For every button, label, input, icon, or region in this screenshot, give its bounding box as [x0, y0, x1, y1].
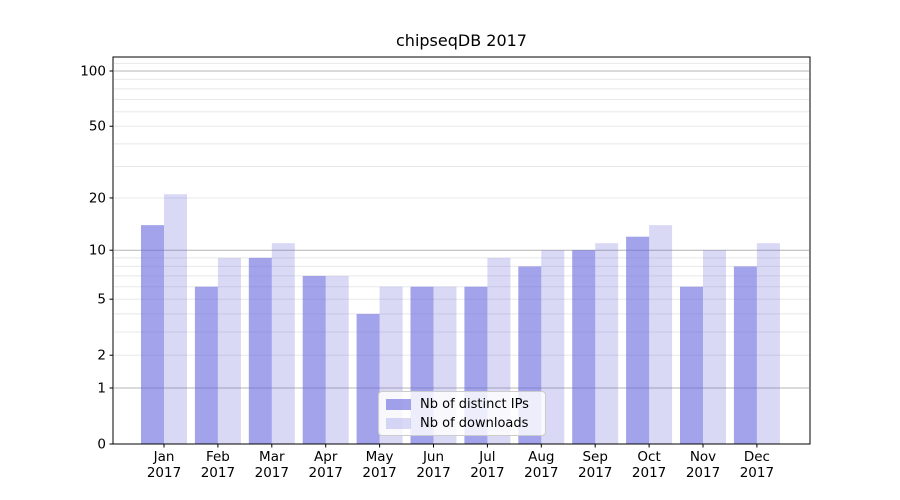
x-tick-label: Jul 2017: [470, 449, 504, 481]
legend: Nb of distinct IPs Nb of downloads: [378, 391, 546, 436]
x-tick-label: Jun 2017: [416, 449, 450, 481]
y-tick-label: 1: [97, 380, 106, 396]
y-tick-label: 0: [97, 437, 106, 453]
bar-distinct-ips: [626, 236, 650, 444]
x-tick-label: Dec 2017: [740, 449, 774, 481]
x-tick-label: Jan 2017: [147, 449, 181, 481]
x-tick-label: Aug 2017: [524, 449, 558, 481]
bar-distinct-ips: [680, 286, 703, 444]
bar-distinct-ips: [248, 257, 272, 444]
bar-downloads: [595, 243, 619, 444]
y-tick-label: 10: [89, 243, 106, 259]
bar-distinct-ips: [194, 286, 218, 444]
legend-swatch-distinct-ips: [386, 398, 411, 410]
legend-swatch-downloads: [386, 417, 411, 429]
x-tick-label: Feb 2017: [201, 449, 235, 481]
bar-downloads: [756, 243, 780, 444]
y-tick-label: 100: [80, 64, 106, 80]
x-tick-label: Apr 2017: [309, 449, 343, 481]
bar-downloads: [217, 257, 241, 444]
legend-label-downloads: Nb of downloads: [420, 415, 529, 431]
bar-distinct-ips: [572, 250, 596, 444]
bar-downloads: [271, 243, 295, 444]
bar-distinct-ips: [733, 266, 757, 444]
chart-title: chipseqDB 2017: [396, 31, 527, 50]
legend-label-distinct-ips: Nb of distinct IPs: [420, 396, 529, 412]
legend-item-downloads: Nb of downloads: [386, 415, 538, 431]
y-tick-label: 2: [97, 348, 106, 364]
y-tick-label: 50: [89, 119, 106, 135]
bar-downloads: [325, 275, 349, 444]
x-tick-label: Nov 2017: [686, 449, 720, 481]
bar-downloads: [541, 250, 565, 444]
bar-distinct-ips: [302, 275, 326, 444]
x-tick-label: Mar 2017: [255, 449, 289, 481]
legend-item-distinct-ips: Nb of distinct IPs: [386, 396, 538, 412]
bar-downloads: [164, 194, 187, 444]
bar-downloads: [703, 250, 726, 444]
x-tick-label: Oct 2017: [632, 449, 666, 481]
x-tick-label: May 2017: [362, 449, 396, 481]
bar-distinct-ips: [356, 313, 380, 444]
bar-downloads: [649, 225, 673, 444]
bar-distinct-ips: [141, 225, 164, 444]
x-tick-label: Sep 2017: [578, 449, 612, 481]
y-tick-label: 20: [89, 190, 106, 206]
y-tick-label: 5: [97, 292, 106, 308]
